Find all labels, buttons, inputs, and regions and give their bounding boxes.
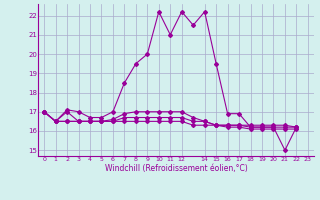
X-axis label: Windchill (Refroidissement éolien,°C): Windchill (Refroidissement éolien,°C)	[105, 164, 247, 173]
